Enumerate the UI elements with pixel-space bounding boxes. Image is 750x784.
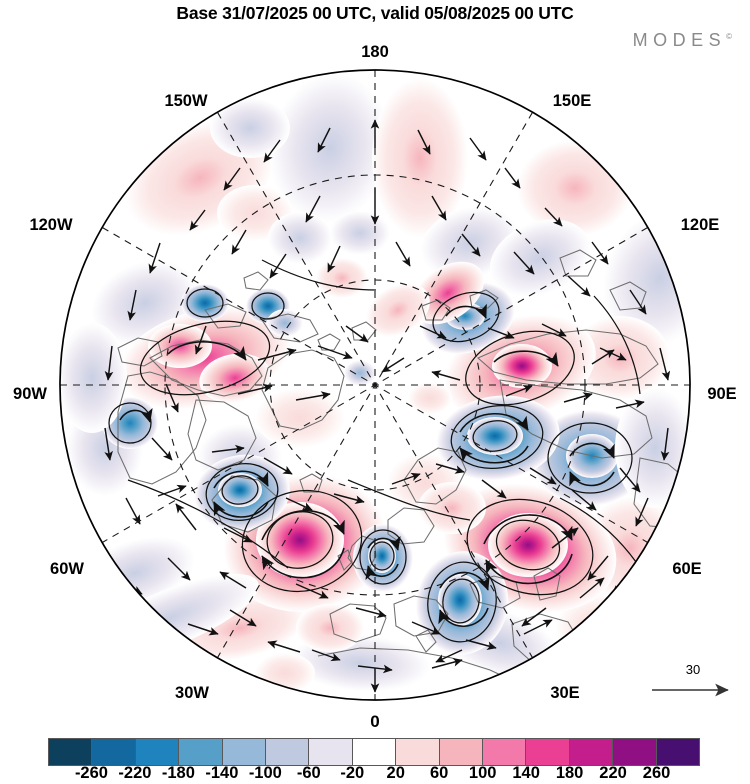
- reference-vector-label: 30: [685, 662, 701, 677]
- colorbar-tick-180: 180: [555, 764, 584, 782]
- colorbar-cell-9: [439, 739, 484, 765]
- colorbar-cell-0: [49, 739, 93, 765]
- colorbar-cell-8: [396, 739, 440, 765]
- modes-logo: MODES©: [633, 30, 732, 51]
- page-title: Base 31/07/2025 00 UTC, valid 05/08/2025…: [176, 3, 574, 23]
- colorbar-tick--100: -100: [248, 764, 282, 782]
- coastlines: [117, 249, 690, 685]
- colorbar-cell-12: [569, 739, 614, 765]
- colorbar-cell-7: [352, 739, 397, 765]
- polar-map[interactable]: 180 150W 150E 120W 120E 90W 90E 60W 60E 30W 30E: [0, 28, 750, 718]
- lon-label-60w: 60W: [50, 560, 84, 578]
- colorbar-tick--180: -180: [161, 764, 195, 782]
- lon-label-150e: 150E: [552, 92, 592, 110]
- colorbar-tick--20: -20: [340, 764, 365, 782]
- map-outline: [59, 69, 691, 701]
- colorbar-cell-2: [135, 739, 180, 765]
- colorbar-tick--220: -220: [118, 764, 152, 782]
- polar-map-svg: [59, 69, 691, 701]
- lon-label-30e: 30E: [550, 684, 580, 702]
- lon-label-120e: 120E: [680, 216, 720, 234]
- colorbar-cell-11: [526, 739, 570, 765]
- colorbar-tick--140: -140: [205, 764, 239, 782]
- colorbar-tick-60: 60: [430, 764, 449, 782]
- copyright-mark: ©: [726, 32, 732, 41]
- lon-label-120w: 120W: [29, 216, 73, 234]
- colorbar-tick--60: -60: [296, 764, 321, 782]
- colorbar-cell-6: [309, 739, 353, 765]
- modes-logo-text: MODES: [632, 30, 727, 50]
- colorbar-cell-3: [179, 739, 223, 765]
- lon-label-30w: 30W: [175, 684, 209, 702]
- colorbar-cell-1: [92, 739, 136, 765]
- colorbar-cell-5: [266, 739, 310, 765]
- colorbar-tick-20: 20: [386, 764, 405, 782]
- reference-vector-arrow: [652, 683, 729, 697]
- colorbar-tick-100: 100: [468, 764, 497, 782]
- graticule: [60, 70, 690, 700]
- reference-vector: 30: [648, 662, 738, 700]
- colorbar-tick-140: 140: [512, 764, 540, 782]
- colorbar-cell-4: [222, 739, 267, 765]
- colorbar-cell-14: [656, 739, 700, 765]
- lon-label-150w: 150W: [164, 92, 208, 110]
- lon-label-0: 0: [370, 712, 380, 731]
- lon-label-90e: 90E: [707, 385, 737, 403]
- colorbar-tick--260: -260: [74, 764, 108, 782]
- lon-label-180: 180: [361, 43, 389, 61]
- colorbar-cell-10: [483, 739, 527, 765]
- lon-label-60e: 60E: [672, 560, 702, 578]
- lon-label-90w: 90W: [13, 385, 47, 403]
- colorbar-tick-220: 220: [599, 764, 627, 782]
- colorbar-tick-260: 260: [642, 764, 671, 782]
- colorbar-cell-13: [613, 739, 657, 765]
- colorbar[interactable]: [48, 738, 700, 766]
- circulation-arrows: [119, 303, 615, 627]
- colorbar-ticks: -260 -220 -180 -140 -100 -60 -20 20 60 100 140 180 2…: [48, 764, 700, 784]
